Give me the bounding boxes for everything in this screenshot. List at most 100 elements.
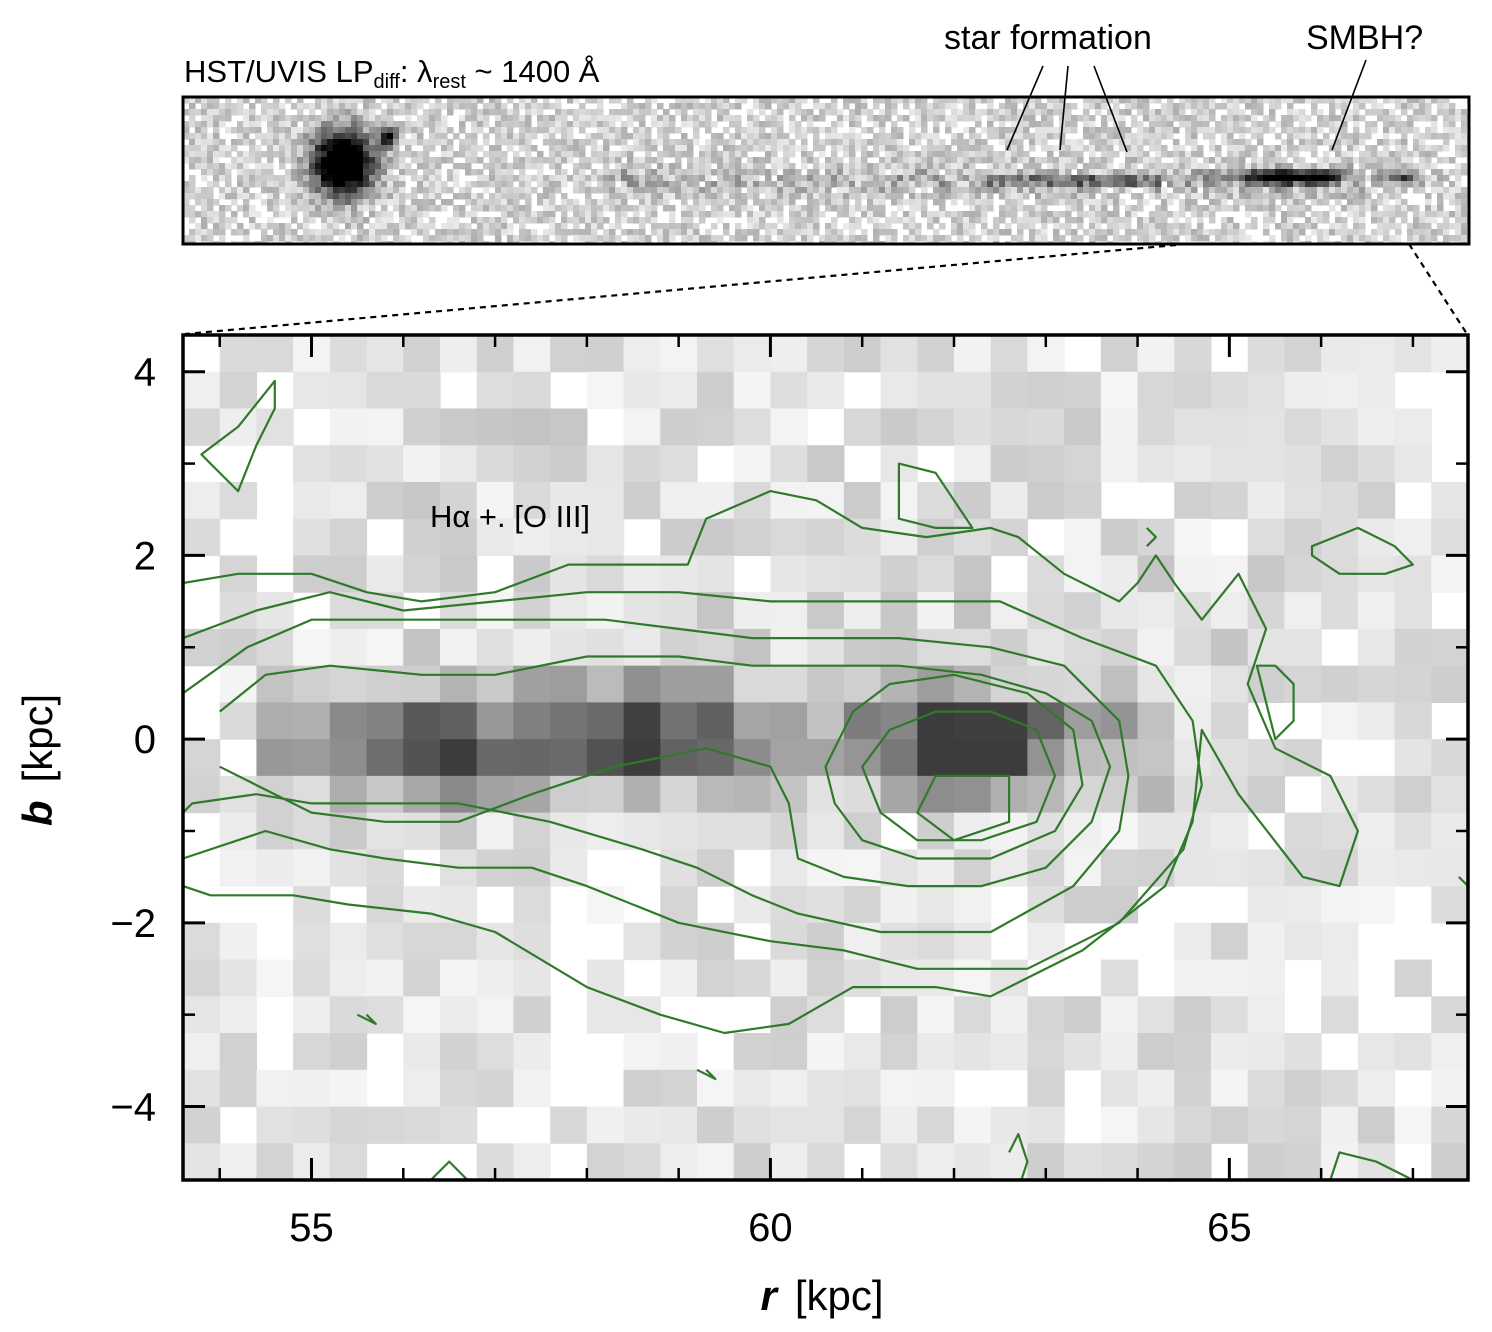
inset-pixel [1323,133,1330,140]
inset-pixel [1287,217,1294,224]
inset-pixel [489,103,496,110]
inset-pixel [525,175,532,182]
inset-pixel [375,127,382,134]
inset-pixel [1017,169,1024,176]
inset-pixel [939,205,946,212]
inset-pixel [993,217,1000,224]
inset-pixel [681,97,688,104]
heatmap-pixel [660,481,698,520]
heatmap-pixel [329,371,368,410]
inset-pixel [519,97,526,104]
inset-pixel [411,169,418,176]
inset-pixel [435,109,442,116]
heatmap-pixel [807,702,845,740]
inset-pixel [471,211,478,218]
inset-pixel [1299,163,1306,170]
inset-pixel [873,151,880,158]
inset-pixel [801,205,808,212]
heatmap-pixel [770,1106,808,1144]
inset-pixel [1317,193,1324,200]
inset-pixel [867,175,874,182]
inset-pixel [1317,181,1324,188]
inset-pixel [225,175,232,182]
inset-pixel [201,163,208,170]
inset-pixel [939,181,946,188]
inset-pixel [879,145,886,152]
inset-pixel [1221,127,1228,134]
inset-pixel [693,139,700,146]
heatmap-pixel [1027,886,1065,924]
inset-pixel [1257,127,1264,134]
heatmap-pixel [366,702,404,740]
inset-pixel [1047,127,1054,134]
inset-pixel [339,217,346,224]
inset-pixel [1407,127,1414,134]
inset-pixel [261,235,268,242]
inset-pixel [1287,175,1294,182]
inset-pixel [927,109,934,116]
inset-pixel [765,223,772,230]
inset-pixel [783,235,790,242]
inset-pixel [609,205,616,212]
heatmap-pixel [1137,812,1175,850]
inset-pixel [1197,229,1204,236]
inset-pixel [1437,229,1444,236]
inset-pixel [465,115,472,122]
inset-pixel [255,133,262,140]
inset-pixel [837,109,844,116]
inset-pixel [609,109,616,116]
inset-pixel [1353,157,1360,164]
inset-pixel [1281,163,1288,170]
heatmap-pixel [440,628,478,667]
inset-pixel [1383,157,1390,164]
inset-pixel [1227,109,1234,116]
inset-pixel [471,103,478,110]
inset-pixel [549,205,556,212]
inset-pixel [723,169,730,176]
inset-pixel [1053,187,1060,194]
inset-pixel [1347,199,1354,206]
inset-pixel [393,229,400,236]
inset-pixel [1215,175,1222,182]
heatmap-pixel [1137,996,1175,1034]
inset-pixel [1251,181,1258,188]
inset-pixel [1311,175,1318,182]
inset-pixel [423,175,430,182]
inset-pixel [1005,127,1012,134]
inset-pixel [321,115,328,122]
inset-pixel [1383,175,1390,182]
inset-pixel [1047,115,1054,122]
inset-pixel [735,229,742,236]
heatmap-pixel [550,1106,588,1144]
inset-pixel [669,193,676,200]
inset-pixel [663,223,670,230]
inset-pixel [681,121,688,128]
inset-pixel [777,217,784,224]
inset-pixel [831,235,838,242]
inset-pixel [381,193,388,200]
inset-pixel [723,127,730,134]
inset-pixel [435,157,442,164]
inset-pixel [1245,187,1252,194]
inset-pixel [729,163,736,170]
inset-pixel [651,205,658,212]
inset-pixel [309,229,316,236]
inset-pixel [195,157,202,164]
inset-pixel [543,205,550,212]
heatmap-pixel [1100,592,1139,630]
inset-pixel [507,127,514,134]
inset-pixel [1317,217,1324,224]
inset-pixel [585,157,592,164]
inset-pixel [345,223,352,230]
inset-pixel [207,121,214,128]
inset-pixel [339,97,346,104]
inset-pixel [807,169,814,176]
heatmap-pixel [660,702,698,740]
inset-pixel [363,127,370,134]
inset-pixel [357,157,364,164]
inset-pixel [1359,205,1366,212]
inset-pixel [315,181,322,188]
heatmap-pixel [660,445,698,483]
inset-pixel [1167,223,1174,230]
inset-pixel [519,127,526,134]
